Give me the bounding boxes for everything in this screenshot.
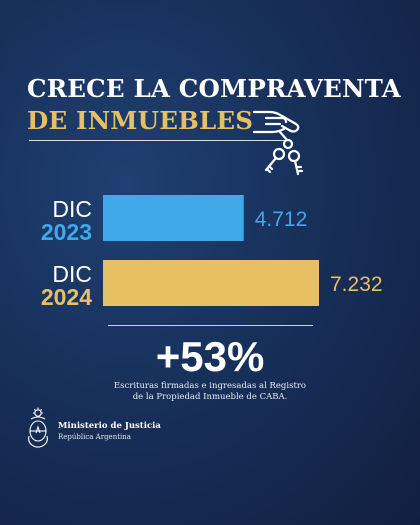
page-title: CRECE LA COMPRAVENTA DE INMUEBLES bbox=[27, 73, 401, 137]
caption-line-2: de la Propiedad Inmueble de CABA. bbox=[132, 392, 288, 402]
bar-2024 bbox=[103, 260, 319, 306]
category-year-label: 2023 bbox=[41, 219, 92, 245]
category-month-label: DIC bbox=[52, 196, 92, 222]
section-divider bbox=[108, 325, 313, 326]
hand-holding-keys-icon bbox=[252, 110, 304, 176]
caption-line-1: Escrituras firmadas e ingresadas al Regi… bbox=[113, 381, 307, 391]
ministry-country: República Argentina bbox=[58, 433, 131, 441]
ministry-logo: Ministerio de Justicia República Argenti… bbox=[58, 421, 161, 442]
title-line-1: CRECE LA COMPRAVENTA bbox=[27, 74, 401, 103]
category-month-label: DIC bbox=[52, 261, 92, 287]
bar-2023 bbox=[103, 195, 244, 241]
value-label: 4.712 bbox=[255, 208, 308, 231]
caption: Escrituras firmadas e ingresadas al Regi… bbox=[0, 381, 420, 403]
value-label: 7.232 bbox=[330, 273, 383, 296]
growth-percentage: +53% bbox=[155, 333, 265, 380]
argentina-coat-of-arms-icon bbox=[28, 407, 48, 448]
title-line-2: DE INMUEBLES bbox=[27, 106, 254, 135]
ministry-name: Ministerio de Justicia bbox=[58, 421, 161, 431]
category-year-label: 2024 bbox=[41, 284, 92, 310]
title-underline bbox=[29, 140, 287, 141]
